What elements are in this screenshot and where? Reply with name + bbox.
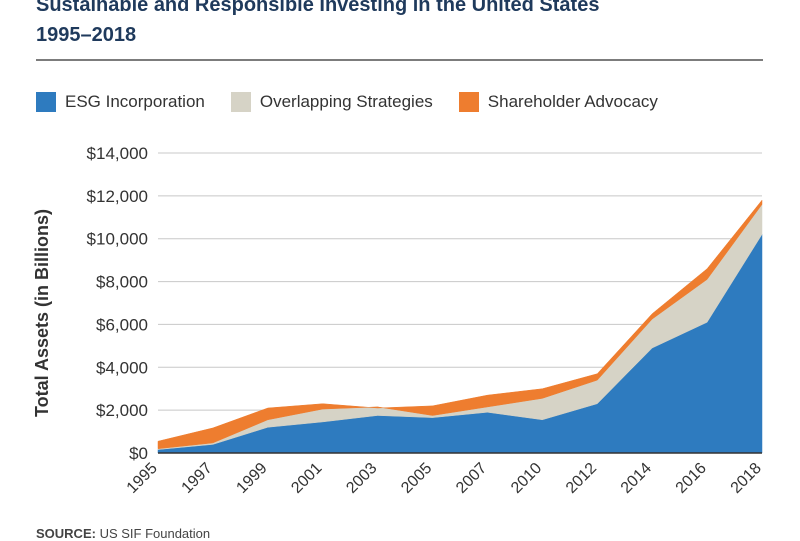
y-tick-label: $10,000 <box>87 230 148 249</box>
chart-legend: ESG Incorporation Overlapping Strategies… <box>36 90 684 114</box>
x-tick-label: 1995 <box>124 460 161 497</box>
legend-swatch-overlapping <box>230 92 251 112</box>
y-tick-label: $14,000 <box>87 144 148 163</box>
x-tick-label: 2001 <box>288 460 325 497</box>
x-tick-label: 2018 <box>728 460 765 497</box>
legend-label-overlapping: Overlapping Strategies <box>259 92 433 111</box>
source-note: SOURCE: US SIF Foundation <box>36 526 210 541</box>
legend-swatch-esg <box>36 92 56 112</box>
legend-item-overlapping: Overlapping Strategies <box>230 92 433 112</box>
legend-item-advocacy: Shareholder Advocacy <box>458 92 658 112</box>
source-label: SOURCE: <box>36 526 96 541</box>
source-text: US SIF Foundation <box>95 526 211 541</box>
chart-title-line2: 1995–2018 <box>36 24 137 46</box>
y-axis-label: Total Assets (in Billions) <box>32 209 52 417</box>
y-tick-label: $0 <box>129 444 148 463</box>
x-tick-label: 2005 <box>398 460 435 497</box>
x-tick-label: 1997 <box>179 460 216 497</box>
y-tick-label: $4,000 <box>96 358 148 377</box>
x-tick-label: 2007 <box>453 460 490 497</box>
x-tick-label: 1999 <box>233 460 270 497</box>
legend-item-esg: ESG Incorporation <box>36 92 205 112</box>
x-tick-label: 2010 <box>508 460 545 497</box>
x-tick-label: 2003 <box>343 460 380 497</box>
legend-swatch-advocacy <box>458 92 479 112</box>
y-tick-label: $8,000 <box>96 273 148 292</box>
chart-title: Sustainable and Responsible Investing in… <box>36 0 776 50</box>
title-divider <box>36 59 763 61</box>
x-tick-label: 2016 <box>673 460 710 497</box>
area-advocacy <box>157 199 763 449</box>
y-tick-label: $6,000 <box>96 315 148 334</box>
chart-title-line1: Sustainable and Responsible Investing in… <box>36 0 600 16</box>
y-tick-label: $12,000 <box>87 187 148 206</box>
y-tick-label: $2,000 <box>96 401 148 420</box>
x-tick-label: 2012 <box>563 460 600 497</box>
legend-label-esg: ESG Incorporation <box>65 92 205 111</box>
x-tick-label: 2014 <box>618 460 655 497</box>
legend-label-advocacy: Shareholder Advocacy <box>487 92 658 111</box>
